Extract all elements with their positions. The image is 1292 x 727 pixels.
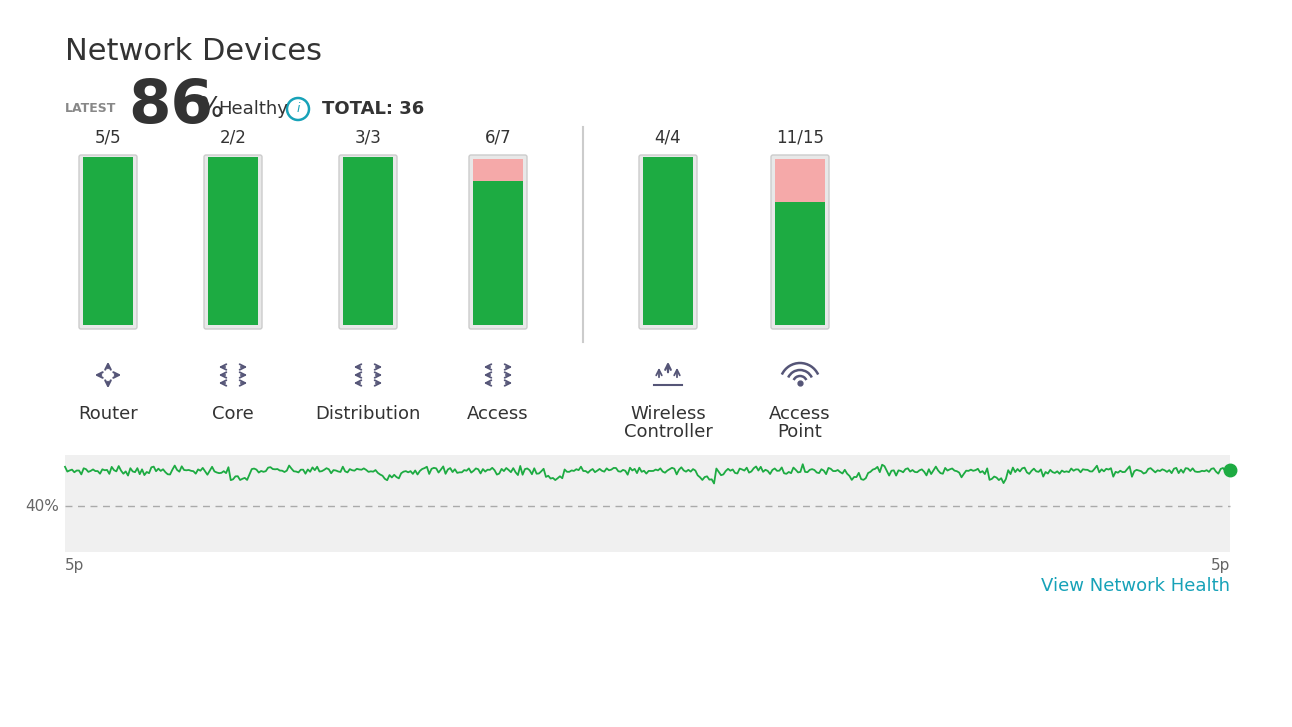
Text: Point: Point <box>778 423 823 441</box>
Text: Distribution: Distribution <box>315 405 421 423</box>
Text: View Network Health: View Network Health <box>1041 577 1230 595</box>
Text: 5p: 5p <box>1211 558 1230 573</box>
Text: Healthy: Healthy <box>218 100 288 118</box>
Bar <box>473 181 523 325</box>
Text: 11/15: 11/15 <box>776 129 824 147</box>
Text: 86: 86 <box>128 76 213 135</box>
Bar <box>643 157 693 325</box>
Text: 5/5: 5/5 <box>94 129 121 147</box>
Text: Network Devices: Network Devices <box>65 37 322 66</box>
Text: i: i <box>296 103 300 116</box>
FancyBboxPatch shape <box>771 155 829 329</box>
FancyBboxPatch shape <box>640 155 696 329</box>
Bar <box>65 455 1230 552</box>
Text: %: % <box>196 95 222 123</box>
Bar <box>83 157 133 325</box>
Text: Controller: Controller <box>624 423 712 441</box>
Text: 5p: 5p <box>65 558 84 573</box>
FancyBboxPatch shape <box>79 155 137 329</box>
Text: 2/2: 2/2 <box>220 129 247 147</box>
Bar <box>473 159 523 181</box>
Text: 40%: 40% <box>25 499 59 514</box>
Bar <box>208 157 258 325</box>
Text: LATEST: LATEST <box>65 103 116 116</box>
FancyBboxPatch shape <box>204 155 262 329</box>
Text: Access: Access <box>769 405 831 423</box>
Text: Router: Router <box>78 405 138 423</box>
Bar <box>775 159 826 202</box>
FancyBboxPatch shape <box>469 155 527 329</box>
Bar <box>775 202 826 325</box>
Bar <box>342 157 393 325</box>
Text: 3/3: 3/3 <box>354 129 381 147</box>
Text: Core: Core <box>212 405 253 423</box>
FancyBboxPatch shape <box>339 155 397 329</box>
Text: Wireless: Wireless <box>630 405 705 423</box>
Text: TOTAL: 36: TOTAL: 36 <box>322 100 424 118</box>
Text: 6/7: 6/7 <box>484 129 512 147</box>
Text: Access: Access <box>468 405 528 423</box>
Text: 4/4: 4/4 <box>655 129 681 147</box>
